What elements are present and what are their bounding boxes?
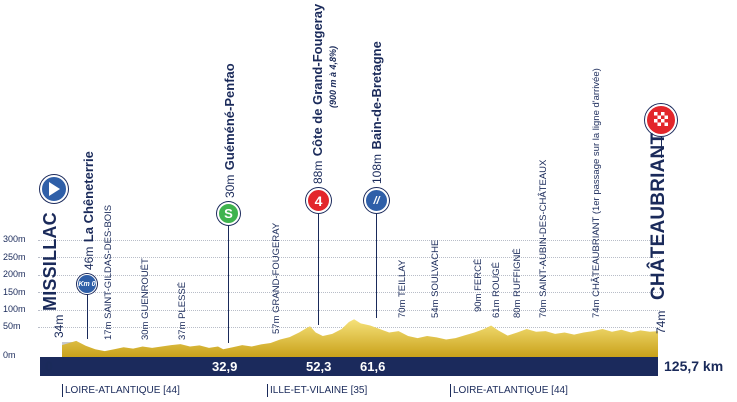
profile-area — [62, 319, 658, 357]
km-start: 0 — [45, 358, 53, 374]
y-tick-300: 300m — [3, 234, 26, 244]
start-label: MISSILLAC — [40, 212, 61, 311]
y-tick-200: 200m — [3, 269, 26, 279]
feed-label: 108m Bain-de-Bretagne — [369, 41, 384, 184]
start-icon — [40, 175, 68, 203]
km0-pole — [87, 294, 88, 339]
y-tick-250: 250m — [3, 252, 26, 262]
finish-pole — [661, 136, 662, 158]
climb-note: (900 m à 4,8%) — [328, 45, 338, 108]
y-tick-0: 0m — [3, 350, 16, 360]
finish-alt: 74m — [654, 310, 668, 334]
start-alt: 34m — [52, 314, 66, 338]
department-3: LOIRE-ATLANTIQUE [44] — [450, 384, 568, 397]
department-1: LOIRE-ATLANTIQUE [44] — [62, 384, 180, 397]
gridline-300 — [38, 240, 660, 241]
place-guenrouet: 30m GUENROUËT — [140, 258, 151, 340]
place-saint-aubin: 70m SAINT-AUBIN-DES-CHÂTEAUX — [538, 159, 549, 318]
gridline-250 — [38, 257, 660, 258]
km0-icon: Km 0 — [77, 274, 97, 294]
climb-label: 88m Côte de Grand-Fougeray — [310, 3, 325, 184]
gridline-150 — [38, 292, 660, 293]
sprint-label: 30m Guéméné-Penfao — [222, 63, 237, 198]
distance-bar — [40, 357, 658, 376]
place-ruffigne: 80m RUFFIGNÉ — [512, 248, 523, 318]
y-tick-150: 150m — [3, 287, 26, 297]
place-teillay: 70m TEILLAY — [397, 259, 408, 318]
feed-pole — [376, 213, 377, 318]
km-climb: 52,3 — [306, 359, 332, 374]
feed-icon: // — [364, 188, 389, 213]
place-soulvache: 54m SOULVACHE — [430, 239, 441, 318]
sprint-icon: S — [217, 202, 240, 225]
km-feed: 61,6 — [360, 359, 386, 374]
y-tick-100: 100m — [3, 304, 26, 314]
km-end: 125,7 km — [664, 358, 724, 374]
place-chateaubriant-first: 74m CHÂTEAUBRIANT (1er passage sur la li… — [591, 68, 602, 318]
department-2: ILLE-ET-VILAINE [35] — [267, 384, 367, 397]
gridline-100 — [38, 310, 660, 311]
place-grand-fougeray: 57m GRAND-FOUGERAY — [271, 222, 282, 334]
climb-icon: 4 — [306, 188, 331, 213]
climb-pole — [318, 213, 319, 325]
km0-label: 46m La Chêneterrie — [81, 151, 96, 270]
place-rouge: 61m ROUGÉ — [491, 262, 502, 318]
finish-icon — [645, 104, 677, 136]
checkered-flag-icon — [654, 112, 668, 126]
sprint-pole — [228, 225, 229, 343]
finish-label: CHÂTEAUBRIANT — [648, 132, 669, 300]
gridline-200 — [38, 275, 660, 276]
place-ferce: 90m FERCÉ — [473, 258, 484, 312]
y-tick-50: 50m — [3, 321, 21, 331]
place-saint-gildas: 17m SAINT-GILDAS-DES-BOIS — [103, 204, 114, 340]
place-plesse: 37m PLESSÉ — [177, 281, 188, 340]
start-name: MISSILLAC — [40, 212, 60, 311]
play-icon — [49, 182, 60, 196]
km-sprint: 32,9 — [212, 359, 238, 374]
